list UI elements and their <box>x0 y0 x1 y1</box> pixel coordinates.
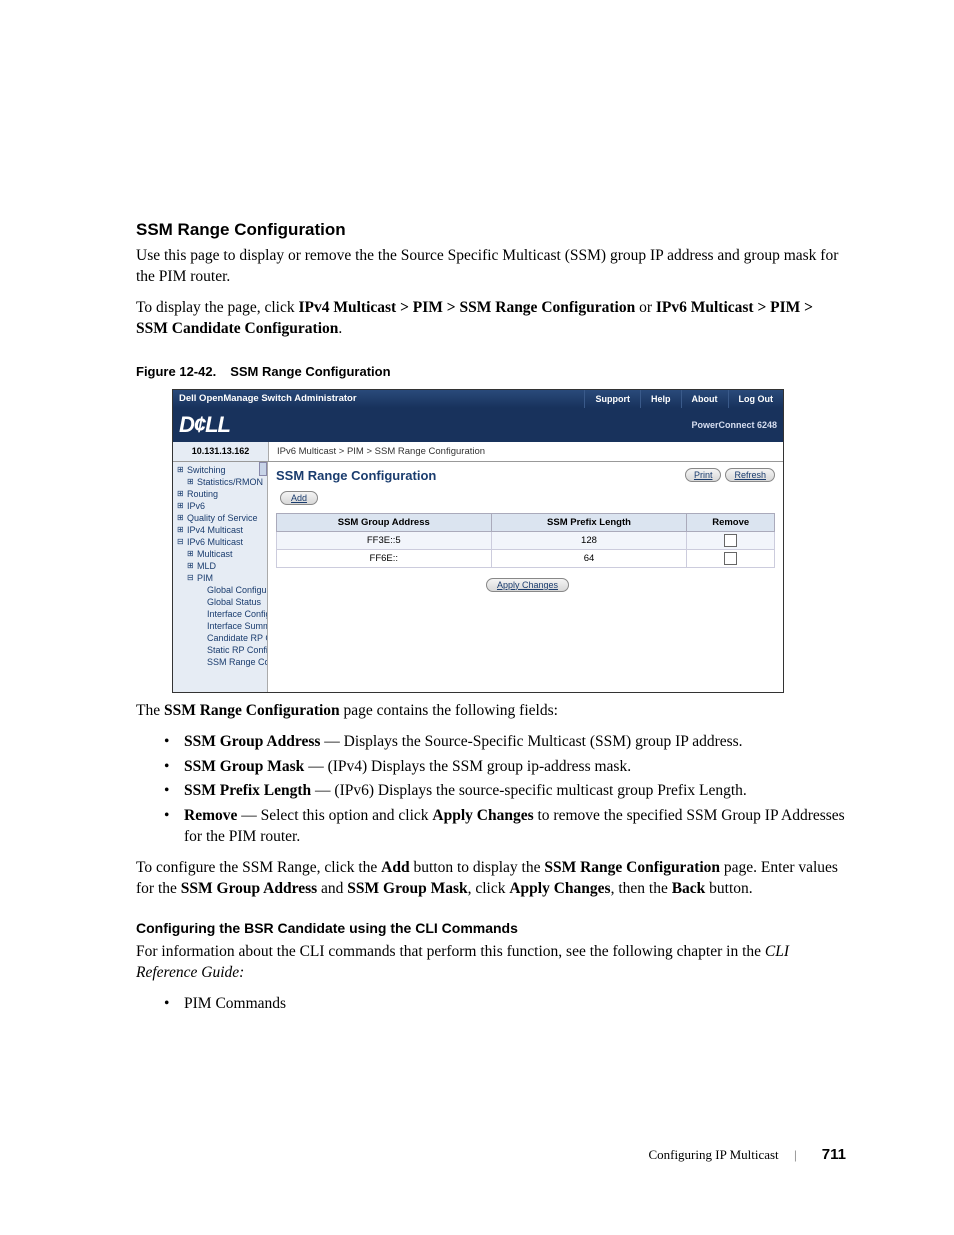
apply-changes-button[interactable]: Apply Changes <box>486 578 569 592</box>
sidebar-item-interface-summary[interactable]: Interface Summa <box>197 620 267 632</box>
field-list: SSM Group Address — Displays the Source-… <box>136 732 846 849</box>
main-panel: SSM Range Configuration Print Refresh Ad… <box>268 462 783 692</box>
dell-logo: D¢LL <box>179 412 230 438</box>
app-title: Dell OpenManage Switch Administrator <box>179 393 584 404</box>
screenshot: Dell OpenManage Switch Administrator Sup… <box>172 389 784 693</box>
ssm-table: SSM Group Address SSM Prefix Length Remo… <box>276 513 775 568</box>
cell-prefix-length: 64 <box>491 549 687 567</box>
cell-group-address: FF3E::5 <box>277 531 492 549</box>
nav-about[interactable]: About <box>681 390 728 408</box>
list-item: Remove — Select this option and click Ap… <box>136 806 846 848</box>
list-item: SSM Prefix Length — (IPv6) Displays the … <box>136 781 846 802</box>
sidebar: Switching Statistics/RMON Routing IPv6 Q… <box>173 462 268 692</box>
cli-heading: Configuring the BSR Candidate using the … <box>136 920 846 936</box>
sidebar-item-ipv4-multicast[interactable]: IPv4 Multicast <box>177 524 267 536</box>
sidebar-item-stats[interactable]: Statistics/RMON <box>187 476 267 488</box>
sidebar-item-pim[interactable]: PIM <box>187 572 267 584</box>
sidebar-item-switching[interactable]: Switching <box>177 464 267 476</box>
list-item: PIM Commands <box>136 994 846 1015</box>
page-footer: Configuring IP Multicast | 711 <box>648 1146 846 1163</box>
sidebar-item-qos[interactable]: Quality of Service <box>177 512 267 524</box>
refresh-button[interactable]: Refresh <box>725 468 775 482</box>
sidebar-item-mld[interactable]: MLD <box>187 560 267 572</box>
breadcrumb: IPv6 Multicast > PIM > SSM Range Configu… <box>269 442 783 461</box>
cell-prefix-length: 128 <box>491 531 687 549</box>
sidebar-item-ipv6-multicast[interactable]: IPv6 Multicast <box>177 536 267 548</box>
device-model: PowerConnect 6248 <box>691 420 777 430</box>
remove-checkbox[interactable] <box>724 534 737 547</box>
sidebar-item-ipv6[interactable]: IPv6 <box>177 500 267 512</box>
cli-paragraph: For information about the CLI commands t… <box>136 942 846 984</box>
intro-paragraph-2: To display the page, click IPv4 Multicas… <box>136 298 846 340</box>
page-title: SSM Range Configuration <box>276 468 681 483</box>
post-figure-intro: The SSM Range Configuration page contain… <box>136 701 846 722</box>
sidebar-item-global-config[interactable]: Global Configurat <box>197 584 267 596</box>
col-ssm-group-address: SSM Group Address <box>277 513 492 531</box>
sidebar-item-ssm-range[interactable]: SSM Range Con <box>197 656 267 668</box>
table-row: FF3E::5 128 <box>277 531 775 549</box>
nav-logout[interactable]: Log Out <box>728 390 784 408</box>
config-paragraph: To configure the SSM Range, click the Ad… <box>136 858 846 900</box>
page-number: 711 <box>822 1146 846 1163</box>
section-heading: SSM Range Configuration <box>136 220 846 240</box>
nav-help[interactable]: Help <box>640 390 681 408</box>
cell-group-address: FF6E:: <box>277 549 492 567</box>
figure-caption: Figure 12-42.SSM Range Configuration <box>136 364 846 379</box>
intro-paragraph-1: Use this page to display or remove the t… <box>136 246 846 288</box>
list-item: SSM Group Address — Displays the Source-… <box>136 732 846 753</box>
sidebar-item-routing[interactable]: Routing <box>177 488 267 500</box>
col-remove: Remove <box>687 513 775 531</box>
top-nav: Support Help About Log Out <box>584 390 783 408</box>
add-button[interactable]: Add <box>280 491 318 505</box>
sidebar-item-global-status[interactable]: Global Status <box>197 596 267 608</box>
sidebar-item-interface-config[interactable]: Interface Configu <box>197 608 267 620</box>
sidebar-item-multicast[interactable]: Multicast <box>187 548 267 560</box>
table-row: FF6E:: 64 <box>277 549 775 567</box>
footer-section-name: Configuring IP Multicast <box>648 1147 778 1162</box>
sidebar-item-static-rp[interactable]: Static RP Config <box>197 644 267 656</box>
device-ip: 10.131.13.162 <box>173 442 269 461</box>
logo-row: D¢LL PowerConnect 6248 <box>173 408 783 442</box>
window-titlebar: Dell OpenManage Switch Administrator Sup… <box>173 390 783 408</box>
cli-list: PIM Commands <box>136 994 846 1015</box>
list-item: SSM Group Mask — (IPv4) Displays the SSM… <box>136 757 846 778</box>
remove-checkbox[interactable] <box>724 552 737 565</box>
col-ssm-prefix-length: SSM Prefix Length <box>491 513 687 531</box>
nav-support[interactable]: Support <box>584 390 640 408</box>
print-button[interactable]: Print <box>685 468 722 482</box>
sidebar-item-candidate-rp[interactable]: Candidate RP Co <box>197 632 267 644</box>
